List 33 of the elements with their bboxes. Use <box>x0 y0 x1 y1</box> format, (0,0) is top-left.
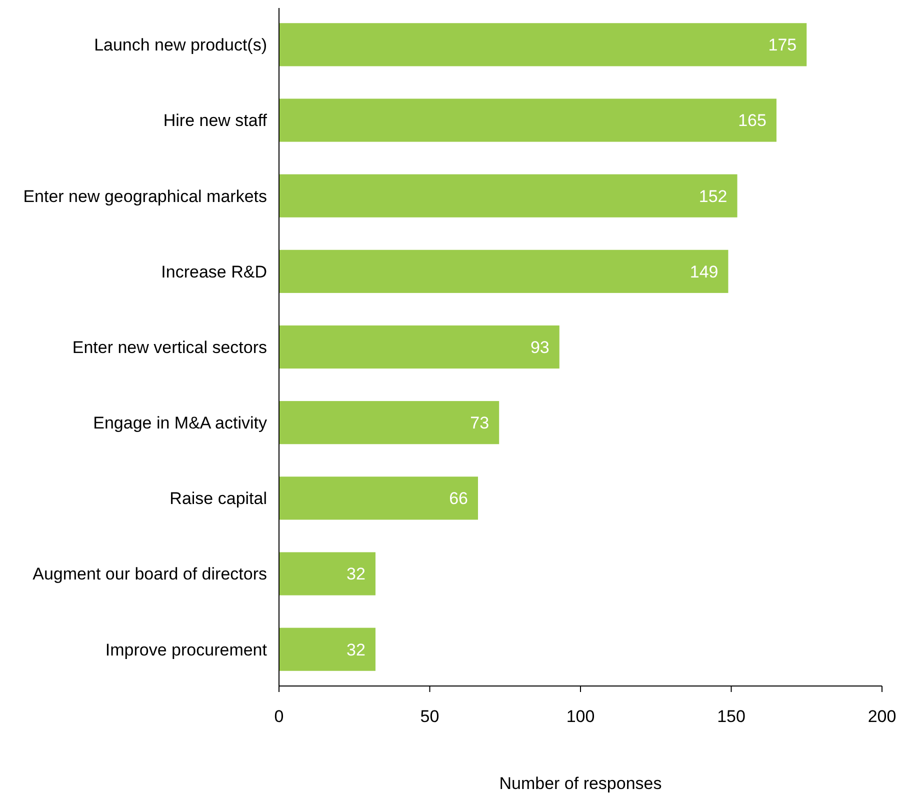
y-tick-label: Enter new geographical markets <box>23 186 267 206</box>
x-tick-label: 150 <box>717 707 746 726</box>
bar <box>279 476 478 520</box>
y-tick-label: Raise capital <box>170 489 267 508</box>
y-tick-label: Augment our board of directors <box>32 564 267 584</box>
y-tick-label: Launch new product(s) <box>94 36 267 55</box>
x-axis-title: Number of responses <box>499 774 662 793</box>
bar <box>279 552 376 596</box>
y-tick-label: Improve procurement <box>105 640 268 660</box>
y-tick-label: Engage in M&A activity <box>93 414 268 433</box>
x-tick-label: 0 <box>274 707 284 726</box>
y-tick-label: Increase R&D <box>161 262 267 282</box>
bar <box>279 98 776 142</box>
bar <box>279 325 560 369</box>
data-label: 175 <box>768 36 797 55</box>
data-label: 152 <box>698 186 728 206</box>
data-label: 149 <box>690 262 718 282</box>
y-tick-label: Hire new staff <box>163 111 268 130</box>
bar <box>279 628 376 671</box>
bar <box>279 401 500 444</box>
data-label: 73 <box>470 414 490 433</box>
bar <box>279 250 728 293</box>
data-label: 66 <box>449 489 468 508</box>
bar <box>279 23 807 66</box>
data-label: 32 <box>346 564 366 584</box>
y-tick-label: Enter new vertical sectors <box>72 338 267 357</box>
bar <box>279 174 738 218</box>
data-label: 93 <box>530 338 550 357</box>
x-tick-label: 100 <box>566 707 595 726</box>
x-tick-label: 200 <box>868 707 896 726</box>
x-tick-label: 50 <box>420 707 440 726</box>
data-label: 165 <box>738 111 766 130</box>
data-label: 32 <box>346 640 366 660</box>
